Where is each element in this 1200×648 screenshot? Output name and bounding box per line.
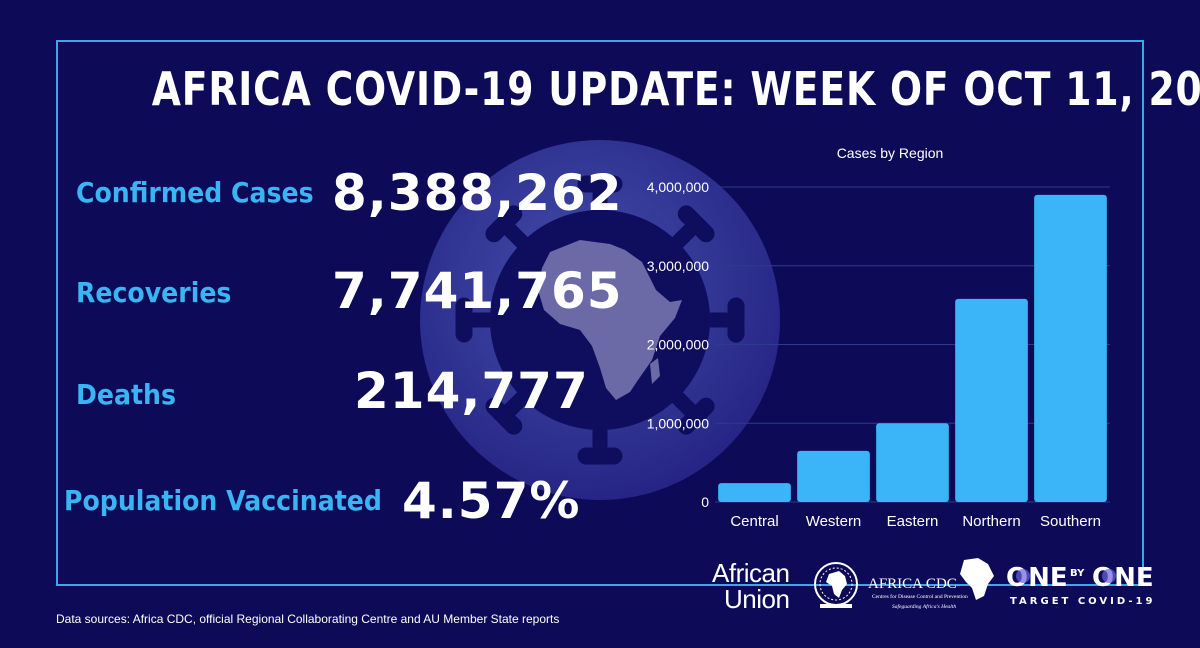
y-tick-label: 3,000,000 bbox=[647, 258, 709, 274]
page-title: AFRICA COVID-19 UPDATE: WEEK OF OCT 11, … bbox=[151, 62, 1200, 116]
x-tick-label: Western bbox=[806, 513, 862, 530]
population-vaccinated-value: 4.57% bbox=[402, 472, 581, 530]
x-tick-label: Central bbox=[730, 513, 778, 530]
african-union-logo: African Union bbox=[712, 558, 858, 614]
recoveries-value: 7,741,765 bbox=[332, 262, 623, 320]
y-tick-label: 2,000,000 bbox=[647, 337, 709, 353]
africa-cdc-logo: AFRICA CDC Centres for Disease Control a… bbox=[868, 558, 994, 610]
confirmed-cases-label: Confirmed Cases bbox=[76, 176, 314, 209]
x-tick-label: Eastern bbox=[887, 513, 939, 530]
x-tick-label: Southern bbox=[1040, 513, 1101, 530]
bar-northern bbox=[955, 298, 1028, 502]
one-by-one-logo-by: BY bbox=[1070, 568, 1085, 579]
one-by-one-logo-one-right: ONE bbox=[1092, 563, 1154, 593]
bar-western bbox=[797, 450, 870, 502]
confirmed-cases-value: 8,388,262 bbox=[332, 164, 623, 222]
africa-cdc-logo-name: AFRICA CDC bbox=[868, 576, 957, 592]
cases-by-region-chart: 0 1,000,000 2,000,000 3,000,000 4,000,000 Cen… bbox=[647, 179, 1110, 530]
africa-map-icon bbox=[538, 240, 682, 400]
chart-title: Cases by Region bbox=[836, 145, 944, 161]
bar-southern bbox=[1034, 194, 1107, 502]
data-sources-footnote: Data sources: Africa CDC, official Regio… bbox=[56, 612, 560, 626]
content-frame bbox=[56, 40, 1144, 586]
bar-central bbox=[718, 483, 791, 502]
recoveries-label: Recoveries bbox=[76, 276, 232, 309]
y-tick-label: 4,000,000 bbox=[647, 179, 709, 195]
african-union-logo-line2: Union bbox=[724, 584, 789, 614]
population-vaccinated-label: Population Vaccinated bbox=[64, 484, 382, 517]
one-by-one-logo: ONE BY ONE TARGET COVID-19 bbox=[1006, 563, 1155, 607]
one-by-one-logo-one-left: ONE bbox=[1006, 563, 1068, 593]
bar-eastern bbox=[876, 423, 949, 502]
africa-cdc-logo-tagline: Safeguarding Africa's Health bbox=[892, 603, 956, 610]
deaths-value: 214,777 bbox=[354, 362, 589, 420]
one-by-one-logo-tagline: TARGET COVID-19 bbox=[1010, 596, 1155, 607]
africa-cdc-logo-subtitle: Centres for Disease Control and Preventi… bbox=[872, 593, 968, 600]
virus-africa-graphic bbox=[420, 140, 780, 500]
african-union-logo-line1: African bbox=[712, 558, 789, 588]
x-tick-label: Northern bbox=[962, 513, 1020, 530]
deaths-label: Deaths bbox=[76, 378, 177, 411]
y-tick-label: 0 bbox=[701, 494, 709, 510]
y-tick-label: 1,000,000 bbox=[647, 415, 709, 431]
